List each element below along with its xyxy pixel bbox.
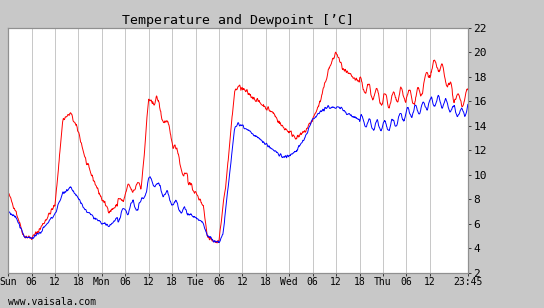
Title: Temperature and Dewpoint [’C]: Temperature and Dewpoint [’C] xyxy=(122,14,354,26)
Text: www.vaisala.com: www.vaisala.com xyxy=(8,297,96,307)
